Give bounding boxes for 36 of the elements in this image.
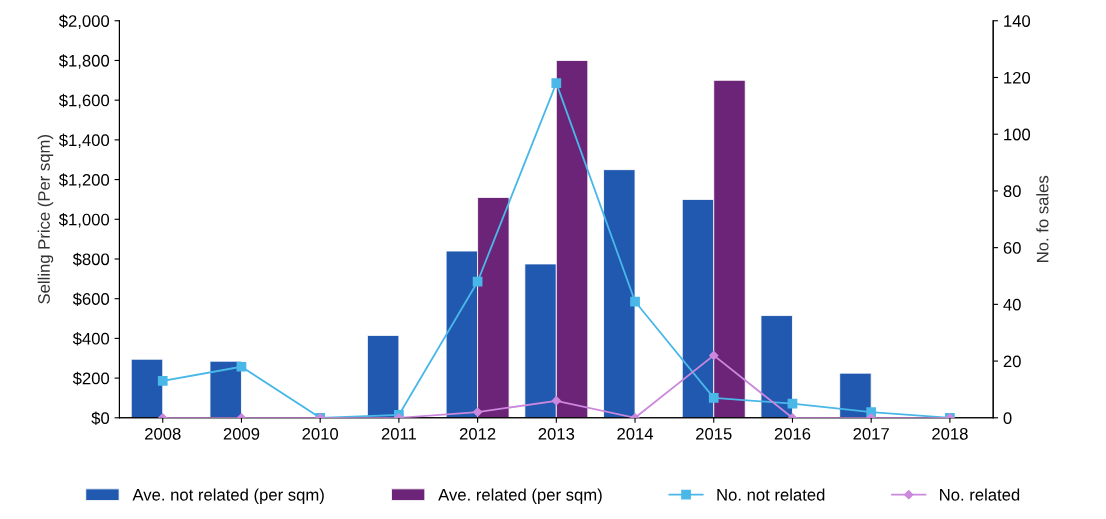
y-tick-label: $600 — [72, 292, 110, 306]
x-tick-label: 2015 — [696, 427, 732, 440]
legend-label: Ave. not related (per sqm) — [132, 488, 324, 504]
y-tick-label: $1,400 — [58, 133, 110, 149]
y-tick-label: $400 — [72, 332, 110, 346]
y2-tick-label: 120 — [1004, 71, 1031, 84]
legend-label: Ave. related (per sqm) — [438, 488, 602, 504]
x-tick-label: 2018 — [932, 427, 968, 440]
y-tick-label: $1,600 — [58, 93, 110, 109]
x-tick-label: 2012 — [459, 427, 496, 440]
x-tick-label: 2008 — [145, 427, 181, 440]
y-axis-title: Selling Price (Per sqm) — [37, 135, 54, 304]
legend-label: No. not related — [717, 488, 825, 501]
x-tick-label: 2009 — [223, 427, 260, 440]
x-tick-label: 2011 — [381, 427, 416, 440]
y2-axis-title: No. fo sales — [1036, 175, 1049, 262]
y2-tick-label: 40 — [1003, 298, 1021, 311]
x-tick-label: 2014 — [617, 427, 654, 440]
y2-tick-label: 60 — [1003, 242, 1021, 254]
y2-tick-label: 20 — [1003, 355, 1021, 368]
y-tick-label: $1,000 — [58, 212, 110, 228]
y-tick-label: $2,000 — [58, 14, 110, 29]
y-tick-label: $1,200 — [58, 173, 110, 188]
y2-tick-label: 0 — [1003, 412, 1012, 424]
y2-tick-label: 100 — [1004, 128, 1031, 141]
y-tick-label: $0 — [91, 411, 110, 425]
y-tick-label: $200 — [72, 371, 110, 386]
x-tick-label: 2013 — [538, 427, 575, 440]
x-tick-label: 2016 — [774, 427, 811, 440]
y2-tick-label: 140 — [1004, 15, 1031, 27]
y2-tick-label: 80 — [1003, 185, 1021, 198]
x-tick-label: 2017 — [853, 427, 889, 440]
x-tick-label: 2010 — [302, 427, 339, 440]
legend-label: No. related — [940, 488, 1020, 501]
y-tick-label: $1,800 — [58, 54, 110, 69]
y-tick-label: $800 — [72, 252, 110, 267]
